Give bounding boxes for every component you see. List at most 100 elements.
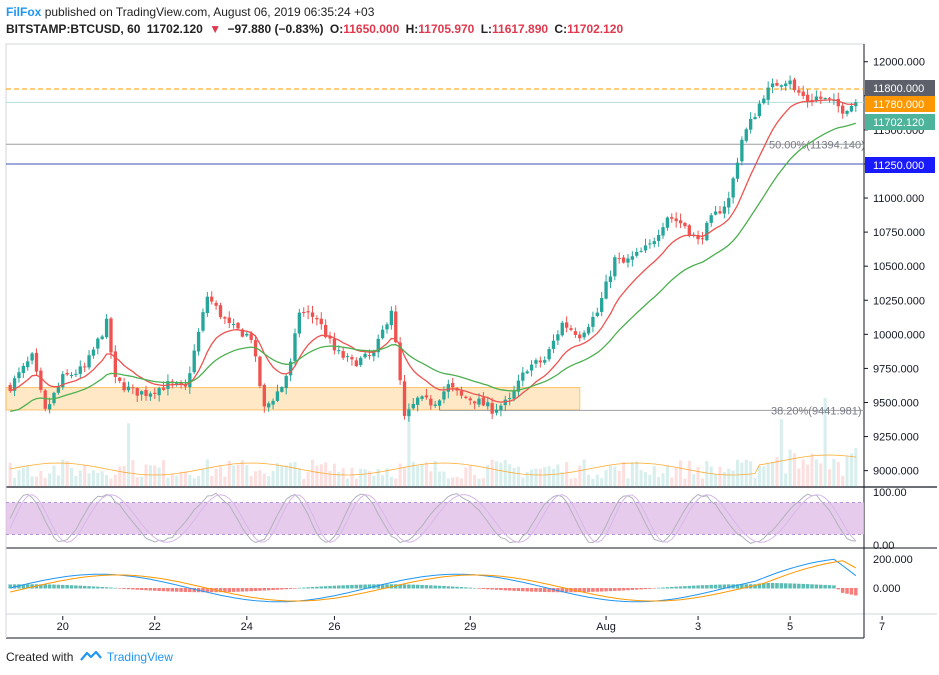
candle-body	[398, 342, 402, 381]
candle-body	[810, 99, 814, 102]
candle-body	[109, 318, 113, 353]
candle-body	[635, 251, 639, 256]
candle-body	[604, 281, 608, 299]
candle-body	[74, 373, 78, 375]
stochastic-k-line	[9, 492, 856, 544]
volume-bar	[69, 467, 74, 487]
volume-bar	[52, 465, 56, 487]
candle-body	[297, 312, 302, 334]
macd-histogram-bar	[205, 588, 210, 593]
down-arrow-icon: ▼	[209, 22, 222, 36]
volume-bar	[490, 459, 494, 487]
volume-bar	[306, 472, 310, 487]
macd-histogram-bar	[284, 588, 288, 590]
volume-bar	[722, 471, 726, 487]
macd-histogram-bar	[258, 588, 262, 591]
time-axis[interactable]: 20 22 24 26 29 Aug 3 5 7	[57, 616, 886, 633]
macd-histogram-bar	[591, 588, 595, 592]
macd-histogram-bar	[91, 586, 96, 589]
volume-bar	[372, 475, 376, 487]
candle-body	[175, 383, 179, 385]
volume-bar	[153, 465, 157, 487]
macd-histogram-bar	[472, 587, 477, 589]
candle-body	[582, 332, 586, 338]
candle-body	[359, 357, 363, 365]
candle-body	[841, 105, 845, 114]
candle-body	[569, 328, 573, 330]
macd-histogram-bar	[266, 588, 271, 591]
macd-histogram-bar	[621, 588, 626, 591]
candle-body	[385, 324, 389, 330]
price-tick-label: 9250.000	[873, 432, 919, 444]
candle-body	[47, 404, 52, 410]
volume-bar	[455, 477, 459, 487]
candle-body	[670, 217, 674, 219]
price-axis[interactable]: 12000.00011750.00011500.00011250.0001100…	[864, 57, 935, 595]
time-tick-label: Aug	[596, 621, 616, 633]
volume-bar	[271, 470, 275, 487]
macd-histogram-bar	[8, 584, 12, 589]
candle-body	[499, 405, 503, 411]
macd-histogram-bar	[82, 585, 87, 589]
candle-body	[280, 386, 284, 392]
macd-histogram-bar	[245, 588, 249, 592]
volume-bar	[503, 460, 507, 487]
candle-body	[262, 384, 266, 407]
volume-bar	[354, 478, 358, 487]
candle-body	[245, 333, 249, 336]
volume-bar	[779, 419, 783, 487]
volume-bar	[350, 467, 354, 487]
volume-bar	[324, 462, 328, 487]
candle-body	[157, 388, 161, 396]
volume-bar	[61, 459, 65, 487]
macd-histogram-bar	[490, 588, 494, 590]
volume-bars	[8, 397, 858, 487]
macd-histogram-bar	[477, 588, 481, 589]
footer: Created with TradingView	[6, 650, 173, 665]
macd-histogram-bar	[223, 588, 227, 593]
tradingview-link[interactable]: TradingView	[106, 650, 173, 664]
candle-body	[700, 238, 705, 240]
macd-histogram-bar	[683, 586, 687, 589]
volume-bar	[600, 478, 604, 487]
price-tick-label: 11000.000	[873, 193, 924, 205]
macd-histogram-bar	[144, 588, 148, 591]
volume-bar	[13, 477, 17, 487]
candle-body	[34, 352, 39, 372]
macd-histogram-bar	[332, 585, 337, 589]
macd-histogram-bar	[358, 584, 363, 589]
candle-body	[416, 397, 420, 405]
candle-body	[139, 391, 144, 395]
volume-bar	[179, 471, 183, 487]
macd-histogram-bar	[691, 585, 696, 589]
macd-histogram-bar	[792, 583, 797, 589]
volume-bar	[429, 471, 433, 487]
macd-histogram-bar	[722, 584, 727, 589]
volume-bar	[665, 465, 669, 487]
volume-bar	[210, 475, 214, 487]
candle-body	[621, 257, 626, 263]
candle-body	[323, 324, 328, 338]
macd-histogram-bar	[766, 582, 770, 589]
volume-bar	[402, 467, 407, 487]
volume-bar	[753, 477, 757, 487]
macd-histogram-bar	[564, 588, 569, 593]
candle-body	[420, 396, 424, 399]
volume-bar	[849, 453, 853, 487]
volume-bar	[543, 467, 547, 487]
price-level-badge-label: 11702.120	[873, 117, 924, 129]
volume-bar	[801, 459, 805, 487]
volume-bar	[433, 460, 437, 487]
macd-histogram-bar	[455, 586, 459, 589]
candle-body	[21, 365, 25, 373]
publish-text: published on TradingView.com, August 06,…	[44, 5, 375, 19]
author-name[interactable]: FilFox	[6, 5, 42, 19]
candle-body	[332, 338, 337, 351]
macd-histogram-bar	[188, 588, 192, 593]
volume-bar	[236, 464, 240, 487]
macd-histogram-bar	[354, 584, 359, 589]
macd-histogram-bar	[394, 584, 398, 589]
volume-bar	[810, 453, 814, 487]
volume-bar	[197, 475, 201, 487]
